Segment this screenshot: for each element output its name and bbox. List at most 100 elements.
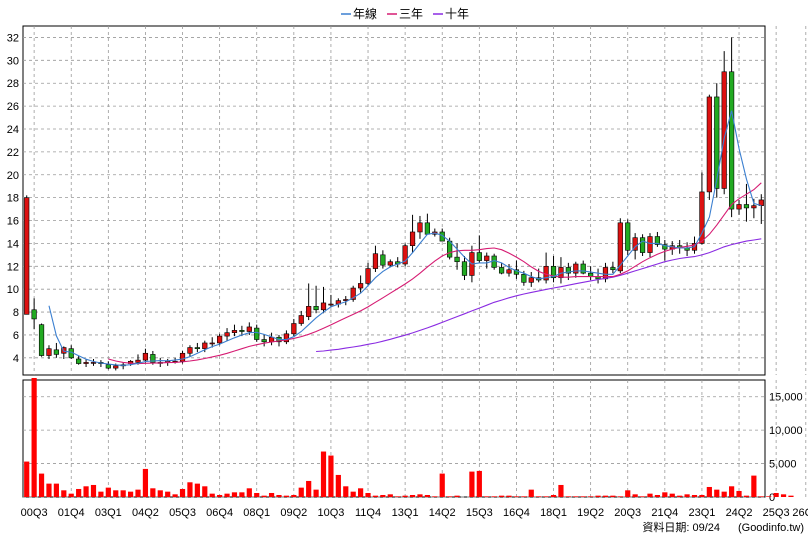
candle-body [291,323,297,335]
volume-bar [513,496,520,497]
candle-body [758,199,764,206]
volume-bar [320,451,327,497]
volume-bar [625,490,631,497]
volume-bar [632,494,638,497]
x-tick-label: 14Q2 [429,507,456,519]
volume-bar [736,490,742,497]
x-tick-label: 16Q4 [503,507,530,519]
volume-bar [380,494,386,497]
candle-body [298,315,304,324]
volume-bar [395,496,401,497]
volume-bar [113,490,119,497]
volume-bar [550,494,557,497]
volume-bar [469,471,475,497]
candle-body [602,267,609,280]
volume-bar [387,494,393,497]
candle-body [46,348,52,356]
candle-body [662,244,668,250]
candle-body [202,342,208,349]
candle-body [313,306,319,311]
volume-bar [402,495,408,497]
candle-body [76,358,82,364]
volume-bar [358,488,364,497]
volume-bar [46,483,52,497]
volume-bar [157,490,163,497]
volume-bar [209,493,215,497]
volume-bar [684,494,690,497]
candle-body [617,222,623,272]
volume-bar [677,495,683,497]
x-tick-label: 24Q2 [726,507,753,519]
volume-bar [372,495,379,497]
candle-body [610,267,616,271]
price-tick-label: 8 [13,307,19,319]
candle-body [187,347,193,354]
volume-bar [276,494,282,497]
x-tick-label: 15Q3 [466,507,493,519]
candle-body [506,269,512,274]
volume-bar [202,486,208,497]
candle-body [217,335,223,344]
candle-body [521,274,527,283]
candle-body [372,253,379,269]
volume-bar [343,486,349,497]
volume-bar [595,495,601,497]
candle-body [239,330,245,332]
volume-bar [447,496,453,497]
volume-bar [239,492,245,497]
annual-average-line [48,110,762,366]
candle-body [209,342,215,345]
candle-body [484,255,490,261]
volume-bar [454,495,460,497]
x-tick-label: 04Q2 [132,507,159,519]
price-tick-label: 22 [7,147,19,159]
volume-bar [135,489,141,497]
candle-body [729,71,735,210]
candle-body [53,349,59,355]
volume-bar [68,493,74,497]
volume-bar [773,492,779,497]
volume-bar [647,493,653,497]
candle-body [113,365,119,369]
candle-body [224,332,230,337]
candle-body [328,303,334,306]
volume-plot-frame [22,379,766,498]
volume-bar [98,491,104,497]
candle-body [565,267,571,274]
volume-bar [602,495,609,497]
x-tick-label: 23Q1 [688,507,715,519]
volume-bar [743,495,750,497]
volume-bar [417,494,423,497]
volume-tick-label: 10,000 [769,425,803,437]
candle-body [751,205,757,209]
volume-bar [120,490,126,497]
candle-body [24,197,30,315]
candle-body [387,261,393,266]
volume-bar [699,494,705,497]
volume-bar [528,489,534,497]
volume-bar [306,480,312,497]
volume-bar [83,486,89,497]
volume-bar [424,494,430,497]
price-tick-label: 28 [7,78,19,90]
candle-body [454,256,460,263]
volume-bar [721,491,727,497]
volume-bar [298,487,304,497]
candle-body [476,252,482,261]
volume-bar [261,495,267,497]
volume-bar [536,496,542,497]
volume-bar [617,496,623,497]
volume-bar [758,496,764,497]
candle-body [231,330,238,333]
candle-body [83,362,89,364]
volume-bar [573,496,579,497]
volume-bar [328,455,334,497]
volume-bar [506,495,512,497]
volume-tick-label: 5,000 [769,459,797,471]
candle-body [365,268,371,284]
candle-body [142,352,149,361]
candle-body [90,362,97,364]
volume-bar [90,484,97,497]
price-tick-label: 18 [7,193,19,205]
x-tick-label: 08Q1 [243,507,270,519]
